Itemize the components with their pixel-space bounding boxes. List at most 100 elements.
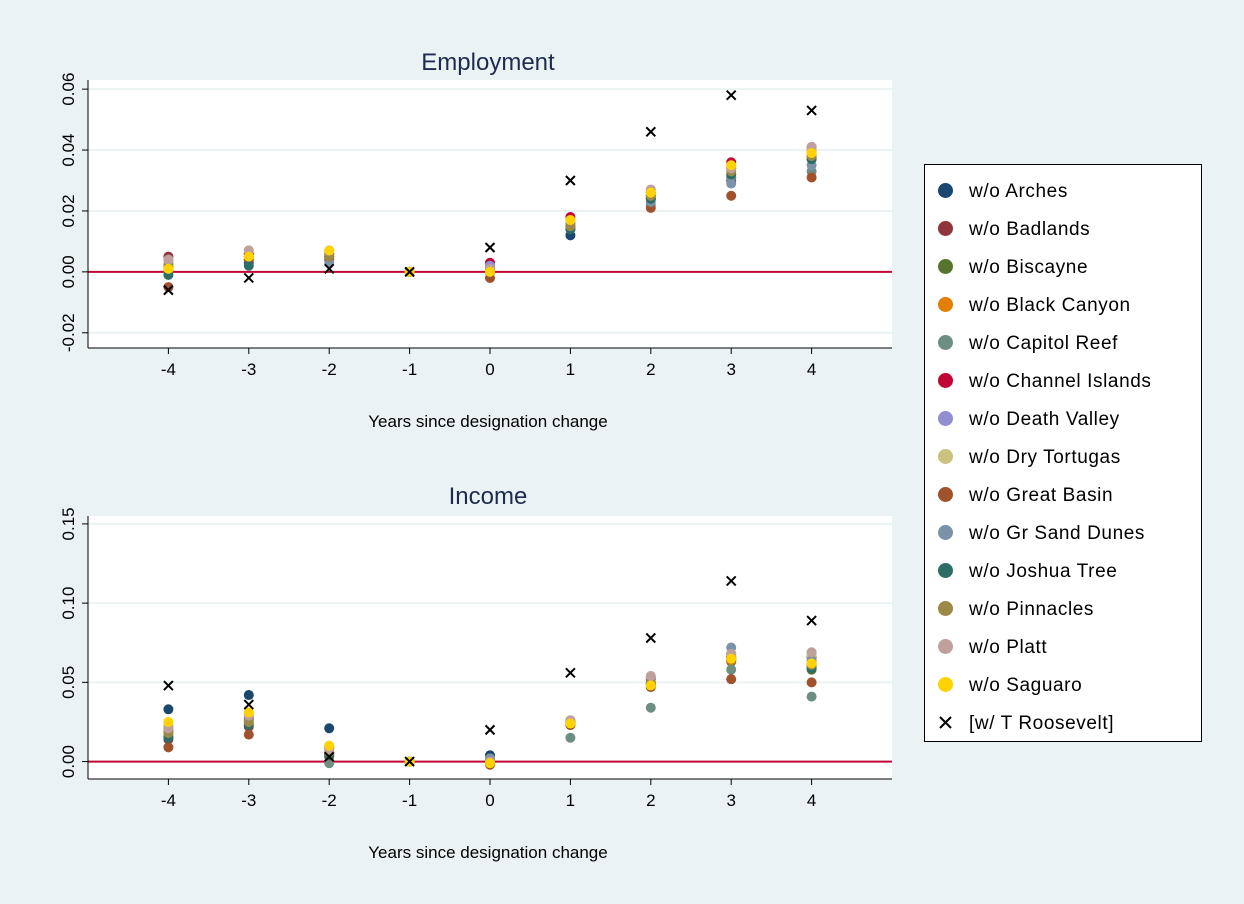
employment-x-tick-label: 0 bbox=[485, 360, 494, 379]
income-point-marker bbox=[163, 704, 174, 715]
income-point-marker bbox=[324, 723, 335, 734]
legend-marker bbox=[938, 525, 953, 540]
income-point-marker bbox=[726, 653, 737, 664]
legend-label: w/o Saguaro bbox=[969, 675, 1083, 696]
legend-marker bbox=[938, 335, 953, 350]
income-point-marker bbox=[243, 699, 255, 710]
income-point-marker bbox=[645, 680, 656, 691]
legend-marker bbox=[938, 677, 953, 692]
legend-label: w/o Biscayne bbox=[969, 257, 1089, 278]
legend-marker bbox=[938, 563, 953, 578]
legend: w/o Arches w/o Badlands w/o Biscayne w/o Bl… bbox=[924, 164, 1202, 742]
legend-marker bbox=[938, 259, 953, 274]
income-point-marker bbox=[806, 658, 817, 669]
income-x-tick-label: -1 bbox=[402, 791, 417, 810]
employment-gridlines bbox=[88, 88, 892, 334]
legend-marker bbox=[938, 297, 953, 312]
legend-label: w/o Joshua Tree bbox=[969, 561, 1118, 582]
income-point-marker bbox=[404, 756, 415, 767]
legend-item: w/o Joshua Tree bbox=[925, 552, 1201, 590]
employment-point-marker bbox=[243, 260, 254, 271]
employment-x-tick-label: 1 bbox=[566, 360, 575, 379]
income-gridlines bbox=[88, 522, 892, 684]
legend-marker bbox=[938, 601, 953, 616]
legend-item: w/o Capitol Reef bbox=[925, 324, 1201, 362]
employment-x-tick-label: 2 bbox=[646, 360, 655, 379]
income-panel: 0.00 0.05 0.10 0.15 -4 -3 -2 -1 0 1 2 3 4 Income Ye… bbox=[59, 483, 892, 862]
employment-point-marker bbox=[484, 242, 496, 253]
employment-x-tick-label: 4 bbox=[807, 360, 816, 379]
income-point-marker bbox=[726, 674, 737, 685]
income-x-axis-label: Years since designation change bbox=[368, 843, 607, 862]
legend-label: w/o Capitol Reef bbox=[969, 333, 1119, 354]
income-x-ticks: -4 -3 -2 -1 0 1 2 3 4 bbox=[161, 779, 816, 810]
income-x-tick-label: -4 bbox=[161, 791, 176, 810]
legend-item: w/o Pinnacles bbox=[925, 590, 1201, 628]
employment-plot-area bbox=[88, 80, 892, 348]
employment-x-axis-label: Years since designation change bbox=[368, 412, 607, 431]
income-point-marker bbox=[565, 667, 576, 679]
income-point-marker bbox=[806, 647, 817, 658]
employment-x-tick-label: -2 bbox=[322, 360, 337, 379]
legend-label: [w/ T Roosevelt] bbox=[969, 713, 1115, 734]
employment-point-marker bbox=[323, 263, 335, 275]
income-point-marker bbox=[565, 718, 576, 729]
employment-point-marker bbox=[243, 251, 254, 262]
employment-point-marker bbox=[565, 215, 576, 226]
income-x-tick-label: 1 bbox=[566, 791, 575, 810]
income-point-marker bbox=[324, 740, 335, 751]
income-point-marker bbox=[323, 751, 335, 763]
employment-point-marker bbox=[565, 175, 576, 186]
income-plot-area bbox=[88, 516, 892, 779]
employment-y-ticks: -0.02 0.00 0.02 0.04 0.06 bbox=[59, 73, 88, 352]
employment-point-marker bbox=[806, 105, 817, 116]
employment-point-marker bbox=[726, 160, 737, 171]
income-points bbox=[163, 575, 817, 770]
employment-panel: -0.02 0.00 0.02 0.04 0.06 -4 -3 -2 -1 0 1 2 3 4 Empl… bbox=[59, 49, 892, 431]
employment-point-marker bbox=[726, 190, 737, 201]
legend-item: w/o Saguaro bbox=[925, 666, 1201, 704]
employment-point-marker bbox=[404, 266, 415, 278]
income-x-tick-label: 3 bbox=[726, 791, 735, 810]
income-point-marker bbox=[645, 702, 656, 713]
legend-item: [w/ T Roosevelt] bbox=[925, 704, 1201, 742]
legend-item: w/o Channel Islands bbox=[925, 362, 1201, 400]
employment-point-marker bbox=[324, 245, 335, 256]
income-point-marker bbox=[163, 716, 174, 727]
legend-label: w/o Death Valley bbox=[969, 409, 1120, 430]
legend-item: w/o Death Valley bbox=[925, 400, 1201, 438]
income-point-marker bbox=[806, 691, 817, 702]
income-y-tick-label: 0.00 bbox=[59, 745, 78, 778]
employment-point-marker bbox=[645, 187, 656, 198]
income-point-marker bbox=[726, 664, 737, 675]
income-point-marker bbox=[485, 758, 495, 769]
legend-label: w/o Gr Sand Dunes bbox=[969, 523, 1146, 544]
legend-item: w/o Black Canyon bbox=[925, 286, 1201, 324]
income-title: Income bbox=[449, 483, 528, 510]
income-point-marker bbox=[645, 632, 657, 644]
employment-point-marker bbox=[806, 148, 817, 159]
legend-label: w/o Arches bbox=[969, 181, 1068, 202]
income-x-tick-label: 2 bbox=[646, 791, 655, 810]
employment-x-tick-label: 3 bbox=[726, 360, 735, 379]
employment-x-tick-label: -3 bbox=[241, 360, 256, 379]
employment-y-tick-label: 0.02 bbox=[59, 194, 78, 227]
income-point-marker bbox=[243, 707, 254, 718]
legend-label: w/o Badlands bbox=[969, 219, 1091, 240]
legend-item: w/o Gr Sand Dunes bbox=[925, 514, 1201, 552]
legend-item: w/o Biscayne bbox=[925, 248, 1201, 286]
legend-marker bbox=[938, 411, 953, 426]
legend-label: w/o Great Basin bbox=[969, 485, 1114, 506]
income-point-marker bbox=[725, 575, 737, 587]
employment-x-tick-label: -1 bbox=[402, 360, 417, 379]
income-y-ticks: 0.00 0.05 0.10 0.15 bbox=[59, 507, 88, 778]
employment-point-marker bbox=[725, 90, 737, 101]
legend-item: w/o Dry Tortugas bbox=[925, 438, 1201, 476]
employment-point-marker bbox=[163, 282, 174, 293]
income-point-marker bbox=[243, 729, 254, 740]
income-point-marker bbox=[243, 690, 254, 701]
employment-x-ticks: -4 -3 -2 -1 0 1 2 3 4 bbox=[161, 348, 816, 379]
income-point-marker bbox=[163, 680, 174, 691]
employment-y-tick-label: -0.02 bbox=[59, 313, 78, 352]
